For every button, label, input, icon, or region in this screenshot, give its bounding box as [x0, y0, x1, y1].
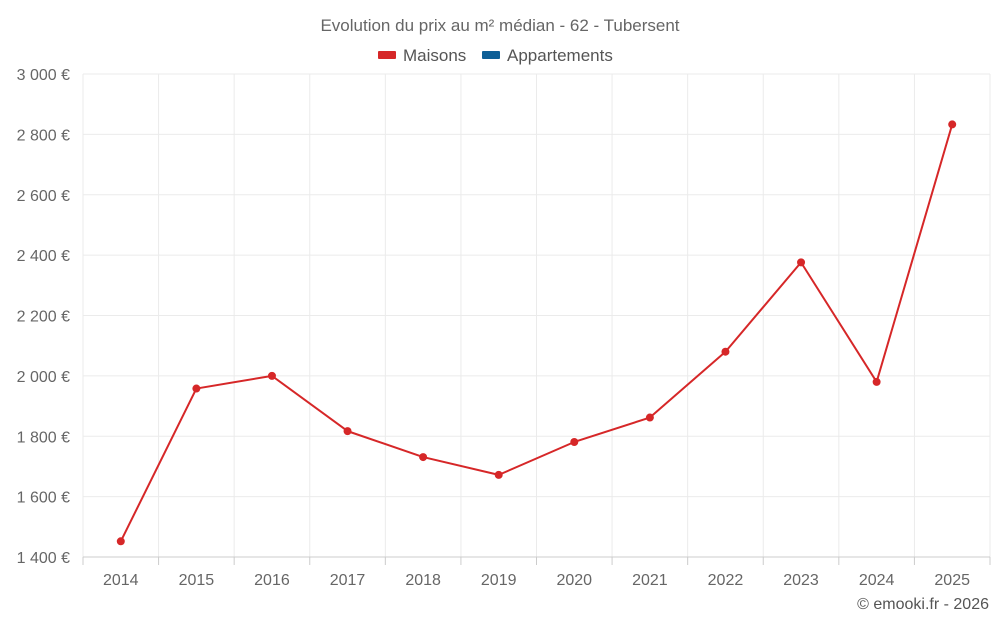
y-tick-label: 2 200 €	[17, 309, 70, 326]
data-point-maisons-2019[interactable]	[494, 470, 503, 479]
legend-item-appartements[interactable]: Appartements	[482, 46, 613, 65]
y-tick-label: 3 000 €	[17, 67, 70, 84]
data-point-maisons-2023[interactable]	[797, 258, 806, 267]
grid	[82, 73, 991, 557]
data-point-maisons-2022[interactable]	[721, 347, 730, 356]
x-tick-label-2019: 2019	[481, 572, 517, 589]
data-point-maisons-2014[interactable]	[116, 537, 125, 546]
y-tick-label: 2 800 €	[17, 127, 70, 144]
data-point-maisons-2021[interactable]	[645, 413, 654, 422]
x-tick-label-2016: 2016	[254, 572, 290, 589]
x-tick-label-2018: 2018	[405, 572, 441, 589]
legend: Maisons Appartements	[378, 46, 613, 65]
x-tick-label-2023: 2023	[783, 572, 819, 589]
x-tick-label-2017: 2017	[330, 572, 366, 589]
credit-text: © emooki.fr - 2026	[857, 596, 989, 613]
data-point-maisons-2015[interactable]	[192, 384, 201, 393]
axes	[82, 556, 991, 565]
legend-label-maisons: Maisons	[403, 46, 466, 65]
data-point-maisons-2025[interactable]	[948, 120, 957, 129]
y-tick-label: 2 400 €	[17, 248, 70, 265]
x-tick-label-2014: 2014	[103, 572, 139, 589]
x-axis-labels: 2014 2015 2016 2017 2018 2019 2020 2021 2022 2023…	[103, 572, 970, 589]
legend-swatch-maisons	[378, 51, 396, 59]
y-tick-label: 1 600 €	[17, 490, 70, 507]
x-tick-label-2021: 2021	[632, 572, 668, 589]
data-point-maisons-2020[interactable]	[570, 437, 579, 446]
x-tick-label-2025: 2025	[934, 572, 970, 589]
x-tick-label-2015: 2015	[179, 572, 215, 589]
x-tick-label-2024: 2024	[859, 572, 895, 589]
data-point-maisons-2018[interactable]	[419, 453, 428, 462]
legend-swatch-appartements	[482, 51, 500, 59]
x-tick-label-2020: 2020	[556, 572, 592, 589]
chart-title: Evolution du prix au m² médian - 62 - Tu…	[320, 16, 679, 35]
legend-label-appartements: Appartements	[507, 46, 613, 65]
legend-item-maisons[interactable]: Maisons	[378, 46, 466, 65]
y-tick-label: 2 000 €	[17, 369, 70, 386]
y-axis-labels: 1 400 € 1 600 € 1 800 € 2 000 € 2 200 € 2 400…	[17, 67, 70, 567]
data-point-maisons-2024[interactable]	[872, 377, 881, 386]
series	[116, 120, 957, 546]
data-point-maisons-2017[interactable]	[343, 427, 352, 436]
y-tick-label: 1 400 €	[17, 550, 70, 567]
y-tick-label: 1 800 €	[17, 429, 70, 446]
series-line-maisons	[119, 124, 954, 542]
data-point-maisons-2016[interactable]	[267, 371, 276, 380]
x-tick-label-2022: 2022	[708, 572, 744, 589]
y-tick-label: 2 600 €	[17, 188, 70, 205]
